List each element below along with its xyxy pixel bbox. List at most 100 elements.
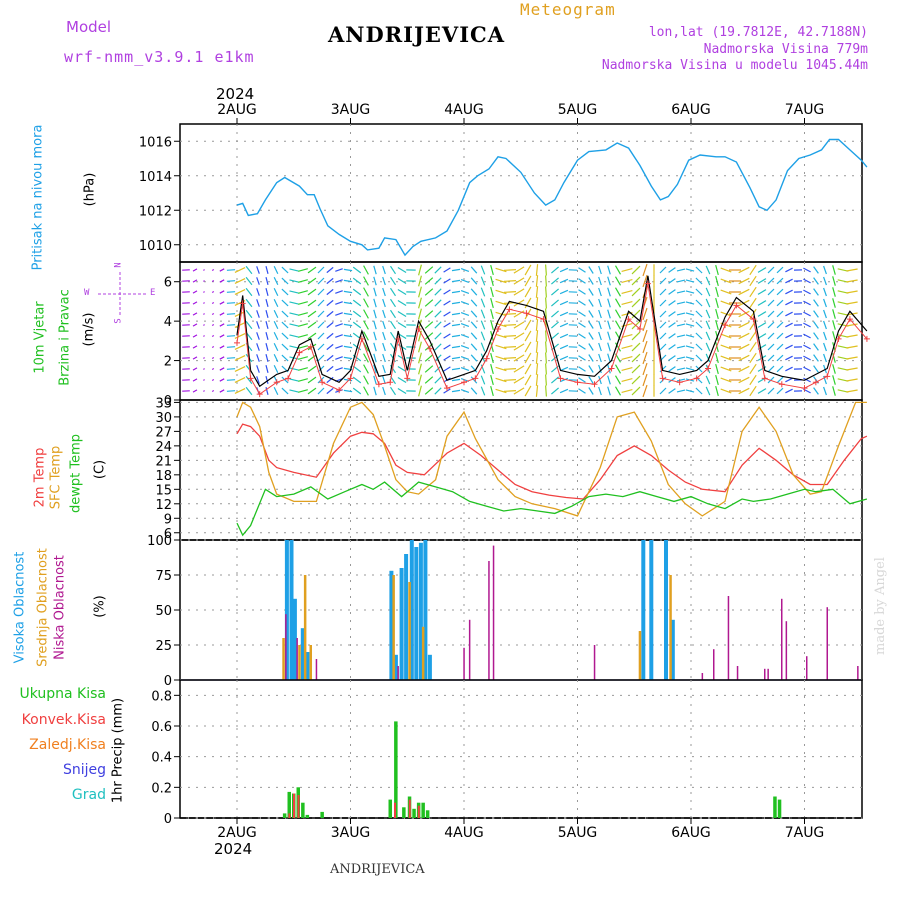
wind-gust-marker	[659, 375, 666, 382]
wind-arrow	[767, 343, 775, 351]
wind-arrow	[234, 377, 246, 383]
wind-gust-marker	[824, 373, 831, 380]
wind-arrow	[335, 334, 343, 338]
wind-arrow	[418, 385, 422, 397]
cloud-bar-high	[300, 628, 305, 680]
wind-arrow	[621, 334, 633, 338]
wind-arrow	[738, 343, 750, 351]
wind-gust-marker	[404, 375, 411, 382]
wind-arrow	[256, 365, 260, 373]
wind-arrow	[535, 374, 539, 386]
wind-arrow	[363, 276, 369, 286]
wind-arrow	[545, 275, 547, 287]
wind-arrow	[598, 342, 602, 352]
wind-arrow	[382, 386, 386, 396]
wind-arrow	[767, 321, 775, 329]
wind-gust-marker	[483, 355, 490, 362]
wind-arrow	[535, 330, 539, 342]
wind-arrow	[685, 268, 695, 272]
wind-arrow	[578, 300, 586, 306]
wind-arrow	[470, 266, 478, 274]
wind-arrow	[418, 297, 422, 309]
wind-arrow	[289, 389, 299, 393]
wind-arrow	[389, 265, 397, 275]
ytick-label-temperature: 24	[155, 440, 172, 455]
wind-arrow	[495, 289, 507, 295]
wind-arrow	[705, 353, 711, 363]
wind-arrow	[614, 320, 622, 330]
wind-arrow	[705, 331, 711, 341]
wind-arrow	[234, 267, 246, 273]
wind-arrow	[776, 277, 784, 285]
wind-arrow	[265, 310, 269, 318]
wind-arrow	[352, 376, 362, 384]
cloud-bar-mid	[421, 626, 425, 680]
wind-arrow	[715, 275, 719, 287]
wind-arrow	[363, 331, 369, 341]
wind-gust-marker	[574, 379, 581, 386]
wind-arrow	[813, 277, 819, 285]
wind-arrow	[607, 276, 611, 286]
wind-arrow	[676, 334, 686, 338]
wind-arrow	[823, 298, 827, 308]
wind-arrow	[545, 330, 547, 342]
wind-arrow	[642, 274, 648, 288]
wind-arrow	[326, 266, 334, 274]
x-day-label-bottom: 4AUG	[444, 825, 484, 841]
wind-arrow	[803, 344, 811, 350]
wind-gust-marker	[625, 316, 632, 323]
wind-arrow	[343, 345, 353, 349]
cloud-bar-high	[399, 568, 404, 680]
wind-arrow	[460, 279, 470, 283]
wind-arrow	[785, 267, 793, 273]
wind-arrow	[776, 387, 784, 395]
wind-arrow	[738, 332, 750, 340]
wind-arrow	[823, 276, 827, 286]
wind-gust-marker	[387, 379, 394, 386]
x-day-label-top: 2AUG	[217, 102, 257, 118]
wind-arrow	[192, 323, 198, 327]
wind-gust-marker	[347, 375, 354, 382]
wind-arrow	[803, 267, 811, 273]
wind-arrow	[803, 289, 811, 295]
wind-arrow	[738, 288, 750, 296]
wind-arrow	[823, 320, 827, 330]
wind-gust-marker	[443, 385, 450, 392]
wind-arrow	[659, 299, 667, 307]
wind-arrow	[513, 266, 525, 274]
wind-arrow	[545, 297, 547, 309]
wind-arrow	[695, 299, 703, 307]
wind-arrow	[289, 301, 299, 305]
wind-arrow	[621, 268, 633, 272]
wind-arrow	[846, 268, 858, 272]
wind-arrow	[373, 353, 377, 363]
wind-arrow	[803, 278, 811, 284]
ytick-label-pressure: 1014	[139, 170, 172, 185]
wind-arrow	[598, 353, 602, 363]
wind-arrow	[668, 322, 676, 328]
wind-arrow	[631, 375, 641, 385]
ytick-label-temperature: 18	[155, 469, 172, 484]
wind-arrow	[211, 356, 215, 360]
wind-arrow	[785, 377, 793, 383]
wind-arrow	[767, 310, 775, 318]
ytick-label-wind: 0	[164, 394, 172, 409]
wind-arrow	[832, 375, 836, 385]
wind-arrow	[578, 388, 586, 394]
wind-arrow	[614, 276, 622, 286]
wind-arrow	[823, 287, 827, 297]
ytick-label-pressure: 1012	[139, 204, 172, 219]
wind-arrow	[265, 332, 269, 340]
wind-arrow	[418, 352, 422, 364]
wind-arrow	[490, 286, 494, 298]
wind-arrow	[685, 356, 695, 360]
wind-arrow	[832, 298, 836, 308]
wind-arrow	[495, 300, 507, 306]
cloud-bar-high	[393, 654, 398, 680]
cloud-bar-low	[785, 621, 788, 680]
wind-arrow	[443, 322, 451, 328]
wind-arrow	[211, 367, 215, 371]
wind-arrow	[397, 266, 407, 274]
wind-arrow	[418, 275, 422, 287]
wind-arrow	[211, 290, 215, 294]
